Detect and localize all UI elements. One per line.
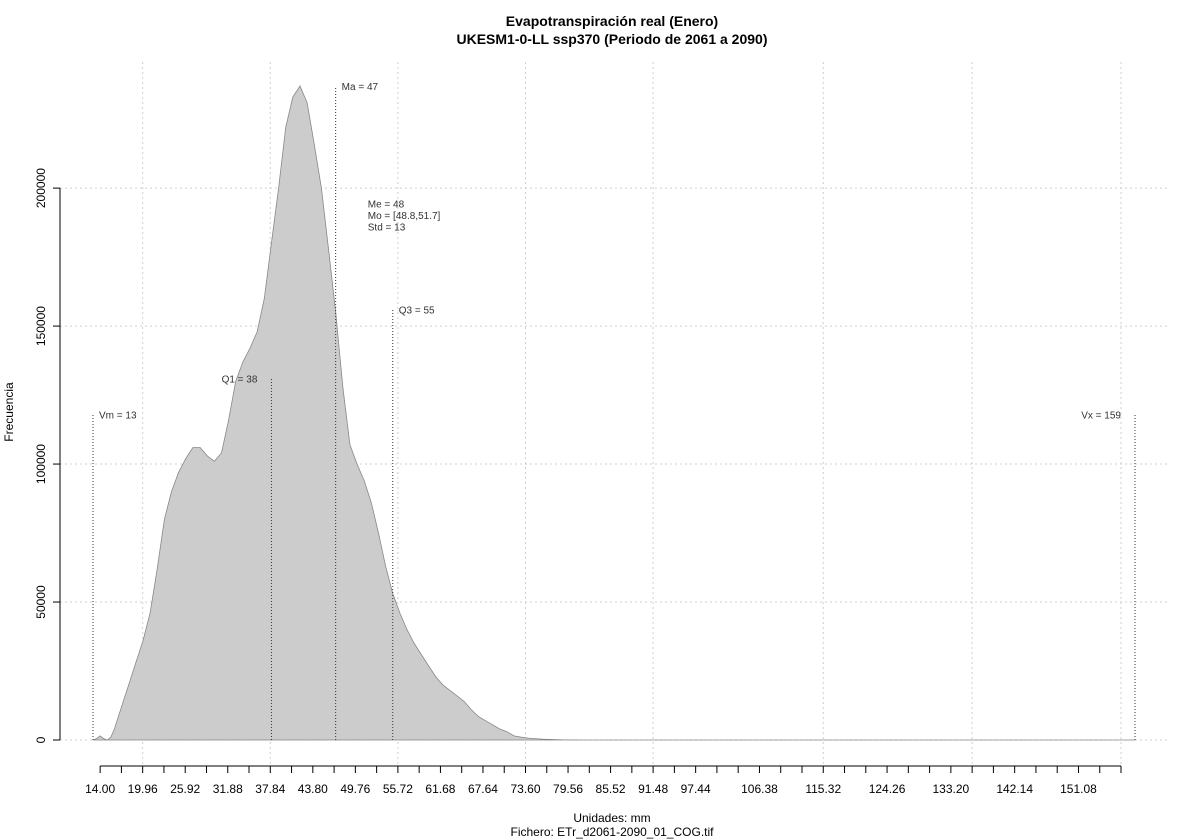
y-tick-label-1: 50000 bbox=[34, 585, 48, 619]
q1-line-label: Q1 = 38 bbox=[222, 375, 258, 386]
x-tick-label-13: 91.48 bbox=[638, 782, 668, 796]
x-tick-label-11: 79.56 bbox=[553, 782, 583, 796]
stats-line-1: Mo = [48.8,51.7] bbox=[368, 211, 441, 222]
stats-line-0: Me = 48 bbox=[368, 199, 405, 210]
x-axis-label: Unidades: mm bbox=[573, 811, 650, 825]
annotations: Vm = 13 Q1 = 38 Ma = 47 Q3 = 55 Vx = 159 Me =… bbox=[92, 82, 1136, 740]
y-tick-label-3: 150000 bbox=[34, 306, 48, 346]
x-tick-label-16: 115.32 bbox=[805, 782, 841, 796]
x-tick-label-17: 124.26 bbox=[869, 782, 906, 796]
x-tick-label-0: 14.00 bbox=[85, 782, 115, 796]
density-area-path bbox=[92, 85, 1135, 741]
x-tick-label-8: 61.68 bbox=[425, 782, 455, 796]
vx-line-label: Vx = 159 bbox=[1081, 410, 1121, 421]
chart-subtitle: UKESM1-0-LL ssp370 (Periodo de 2061 a 20… bbox=[457, 31, 768, 47]
axes: 0 50000 100000 150000 200000 14.00 19.96 25.92 3… bbox=[34, 168, 1122, 796]
file-footer: Fichero: ETr_d2061-2090_01_COG.tif bbox=[511, 825, 715, 839]
x-tick-label-20: 151.08 bbox=[1060, 782, 1097, 796]
x-tick-label-3: 31.88 bbox=[213, 782, 243, 796]
y-tick-label-4: 200000 bbox=[34, 168, 48, 208]
q3-line-label: Q3 = 55 bbox=[399, 306, 435, 317]
chart-title: Evapotranspiración real (Enero) bbox=[506, 13, 718, 29]
x-tick-label-18: 133.20 bbox=[933, 782, 970, 796]
ma-line-label: Ma = 47 bbox=[342, 82, 379, 93]
x-tick-label-2: 25.92 bbox=[170, 782, 200, 796]
y-axis-label: Frecuencia bbox=[2, 382, 16, 442]
x-tick-label-14: 97.44 bbox=[681, 782, 711, 796]
x-tick-label-6: 49.76 bbox=[340, 782, 370, 796]
y-tick-label-2: 100000 bbox=[34, 444, 48, 484]
x-tick-label-15: 106.38 bbox=[741, 782, 778, 796]
stats-line-2: Std = 13 bbox=[368, 222, 406, 233]
x-tick-label-10: 73.60 bbox=[510, 782, 540, 796]
y-tick-label-0: 0 bbox=[34, 736, 48, 743]
x-tick-label-12: 85.52 bbox=[596, 782, 626, 796]
density-area bbox=[92, 85, 1135, 741]
x-tick-label-4: 37.84 bbox=[255, 782, 285, 796]
x-tick-label-7: 55.72 bbox=[383, 782, 413, 796]
x-tick-label-5: 43.80 bbox=[298, 782, 328, 796]
x-tick-label-1: 19.96 bbox=[128, 782, 158, 796]
vm-line-label: Vm = 13 bbox=[99, 410, 137, 421]
x-tick-label-9: 67.64 bbox=[468, 782, 498, 796]
x-tick-label-19: 142.14 bbox=[996, 782, 1033, 796]
